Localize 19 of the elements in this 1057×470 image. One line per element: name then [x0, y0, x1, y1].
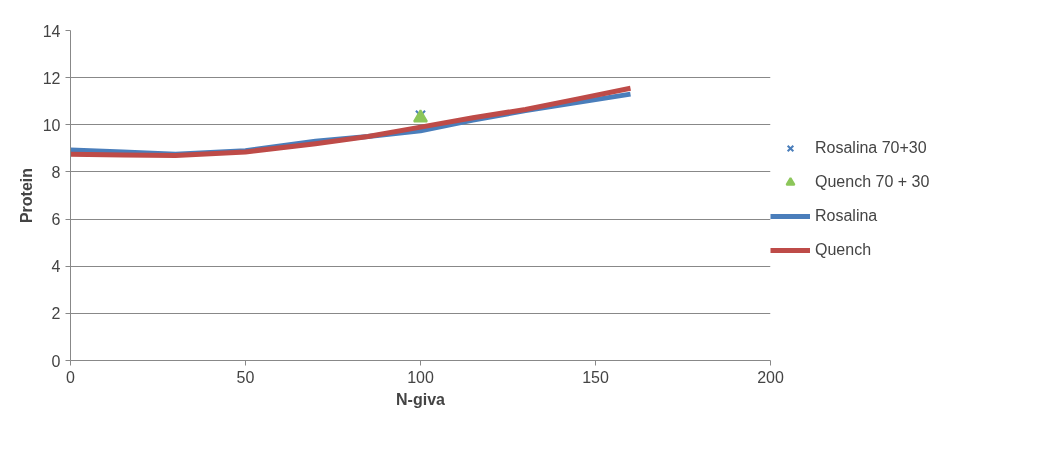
y-tick-label: 10: [42, 116, 61, 134]
x-tick-label: 50: [236, 368, 255, 386]
legend-label: Quench 70 + 30: [815, 173, 930, 191]
x-tick-label: 200: [757, 368, 784, 386]
legend-label: Rosalina 70+30: [815, 139, 927, 157]
legend-label: Rosalina: [815, 207, 878, 225]
x-tick-label: 150: [582, 368, 609, 386]
y-axis-title: Protein: [17, 167, 35, 224]
legend-label: Quench: [815, 241, 872, 259]
y-tick-label: 8: [51, 163, 61, 181]
x-tick-label: 0: [66, 368, 76, 386]
y-tick-label: 2: [51, 305, 61, 323]
y-tick-label: 6: [51, 211, 61, 229]
y-tick-label: 0: [51, 352, 61, 370]
y-tick-label: 14: [42, 22, 61, 40]
x-tick-label: 100: [407, 368, 434, 386]
y-tick-label: 12: [42, 69, 61, 87]
x-axis-title: N-giva: [396, 390, 446, 408]
y-tick-label: 4: [51, 258, 61, 276]
